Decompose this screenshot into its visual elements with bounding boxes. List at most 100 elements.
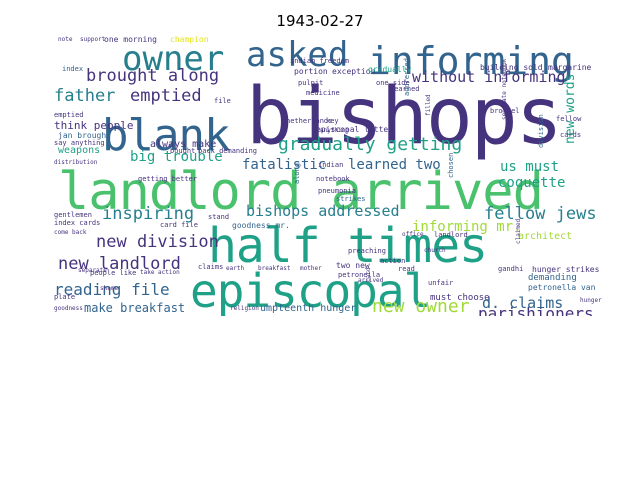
word: bishops	[246, 72, 563, 162]
word: make breakfast	[84, 301, 186, 315]
word: half times	[208, 218, 488, 274]
word: distribution	[54, 159, 98, 166]
word: gradually getting	[278, 134, 463, 155]
word: index cards	[54, 219, 101, 227]
word: brought along	[86, 66, 220, 86]
word: cards	[560, 131, 582, 139]
word: claimed	[515, 218, 522, 244]
word: gentlemen	[54, 211, 92, 219]
word: gradually	[368, 65, 412, 74]
word: us must	[500, 159, 560, 175]
word: goodness	[54, 305, 83, 312]
word: arrived	[358, 277, 384, 284]
word: addressed	[403, 58, 411, 96]
word: earth	[226, 265, 245, 272]
word: filled	[425, 94, 432, 116]
word: hunger	[580, 297, 602, 304]
word: goodness mr.	[232, 221, 290, 230]
word: one morning	[104, 36, 157, 44]
word: claims	[198, 263, 224, 271]
word: reading file	[54, 280, 170, 299]
word: pneumonia	[318, 187, 356, 195]
word: margarine	[548, 63, 592, 72]
word: medicine	[306, 89, 340, 97]
word: brothel	[490, 107, 520, 115]
word: card file	[160, 221, 198, 229]
word: always make	[150, 139, 217, 150]
word: d. claims	[482, 294, 564, 312]
word: exception	[332, 67, 376, 76]
word: informing	[368, 39, 574, 83]
word: portion	[294, 67, 328, 76]
word: mother	[300, 265, 322, 272]
word: inspiring	[102, 204, 195, 224]
word: champion	[170, 36, 209, 44]
word: key	[326, 117, 339, 125]
word: back demanding	[198, 147, 258, 155]
word: episcopal	[190, 264, 431, 316]
word: along	[293, 162, 301, 184]
word: say anything	[54, 139, 105, 147]
word: breakfast	[258, 265, 291, 272]
word: support	[80, 36, 106, 43]
word: fatalistic	[242, 157, 327, 173]
word: architect	[518, 231, 573, 242]
word: unfair	[428, 279, 454, 287]
word: building sold	[480, 63, 543, 72]
word: one side	[376, 79, 410, 87]
word: religion	[230, 305, 259, 312]
word-cloud: bishops landlord arrived half times epis…	[50, 36, 610, 316]
word: fellow	[556, 115, 582, 123]
word: gandhi	[498, 265, 524, 273]
word: coquette	[498, 175, 566, 191]
word: learned	[390, 85, 420, 93]
word: informing mr.	[412, 219, 522, 235]
word: anything	[320, 127, 349, 134]
word: landlord	[434, 231, 468, 239]
word: pulpit	[298, 79, 324, 87]
word: file	[214, 97, 231, 105]
word: new division	[96, 232, 219, 252]
word: action	[380, 257, 406, 265]
word: petronella van	[528, 283, 596, 292]
word: bought	[170, 147, 196, 155]
word: stand	[208, 213, 230, 221]
word: big trouble	[130, 149, 223, 165]
word: note	[58, 36, 73, 43]
word: emptied	[54, 111, 84, 119]
word: division	[537, 114, 545, 148]
word: episcopal letter	[316, 125, 394, 134]
word: fellow jews	[484, 204, 597, 224]
word: strikes	[336, 195, 366, 203]
word: come back	[54, 229, 87, 236]
word: owner	[122, 39, 225, 79]
word: parishioners	[478, 304, 594, 317]
word: indian freedom	[290, 57, 350, 65]
word: new owner	[372, 296, 470, 316]
word: new landlord	[58, 254, 181, 274]
word: index	[62, 65, 84, 73]
word: emptied	[130, 86, 202, 106]
word: two new	[336, 261, 370, 270]
word: shame	[100, 285, 119, 292]
word: separate notebook	[501, 58, 508, 120]
word: weapons	[58, 145, 101, 156]
word: people like	[90, 269, 137, 277]
chart-title: 1943-02-27	[276, 12, 364, 30]
word: asked	[246, 36, 349, 75]
word: notebook	[316, 175, 350, 183]
word: father	[54, 86, 116, 106]
word: must choose	[430, 293, 490, 303]
word: think people	[54, 119, 134, 132]
word: umpteenth hunger	[260, 303, 357, 314]
word: learned two	[348, 157, 441, 173]
word: chosen	[447, 152, 455, 178]
word: preaching	[348, 247, 386, 255]
word: indian	[318, 161, 344, 169]
word: bishops addressed	[246, 202, 400, 220]
word: church	[424, 247, 446, 254]
word: jan brought	[58, 131, 111, 140]
word: office	[402, 231, 424, 238]
word: separate	[78, 267, 107, 274]
word: plate	[54, 293, 76, 301]
